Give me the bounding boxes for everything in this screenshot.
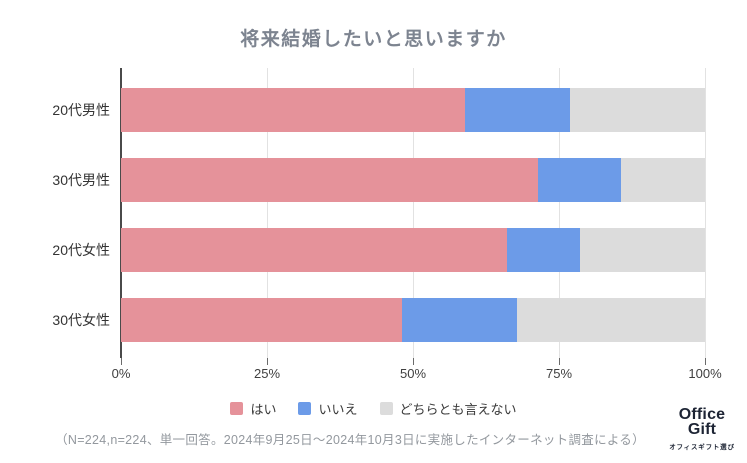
x-tick-label-50%: 50% [399, 366, 427, 381]
legend-item-はい: はい [230, 399, 276, 418]
x-tick-label-25%: 25% [253, 366, 281, 381]
brand-logo: Office Gift オフィスギフト選び [665, 405, 739, 451]
tick-mark-50% [413, 358, 414, 365]
gridline-100% [705, 68, 706, 358]
tick-mark-0% [121, 358, 122, 365]
x-tick-label-100%: 100% [688, 366, 722, 381]
legend-label: いいえ [318, 402, 358, 417]
tick-mark-75% [559, 358, 560, 365]
tick-mark-25% [267, 358, 268, 365]
bar-segment-いいえ [507, 228, 581, 272]
legend-swatch-icon [230, 402, 244, 415]
bar-segment-はい [121, 228, 508, 272]
bar-segment-いいえ [537, 158, 622, 202]
x-tick-label-0%: 0% [111, 366, 131, 381]
category-label-20代男性: 20代男性 [52, 102, 110, 118]
y-axis-line [120, 68, 122, 358]
survey-note: （N=224,n=224、単一回答。2024年9月25日～2024年10月3日に… [55, 433, 645, 447]
y-axis-category-labels: 20代男性 30代男性 20代女性 30代女性 [0, 68, 110, 358]
bar-row-20代男性 [121, 88, 705, 132]
legend-item-いいえ: いいえ [298, 399, 358, 418]
gridline-50% [413, 68, 414, 358]
logo-text-line2: Gift [687, 420, 717, 438]
tick-mark-100% [705, 358, 706, 365]
bar-segment-はい [121, 158, 538, 202]
bar-segment-はい [121, 88, 465, 132]
bar-segment-どちらとも言えない [621, 158, 705, 202]
legend-item-どちらとも言えない: どちらとも言えない [379, 399, 517, 418]
bar-segment-どちらとも言えない [580, 228, 705, 272]
category-label-30代男性: 30代男性 [52, 172, 110, 188]
category-label-20代女性: 20代女性 [52, 242, 110, 258]
category-label-30代女性: 30代女性 [52, 312, 110, 328]
logo-text-line1: Office [678, 405, 726, 423]
gridline-75% [559, 68, 560, 358]
legend-label: はい [250, 402, 277, 417]
bar-segment-いいえ [402, 298, 517, 342]
chart-title: 将来結婚したいと思いますか [240, 29, 507, 50]
bar-row-30代男性 [121, 158, 705, 202]
bar-segment-どちらとも言えない [569, 88, 705, 132]
gridline-25% [267, 68, 268, 358]
bar-segment-いいえ [464, 88, 570, 132]
x-tick-label-75%: 75% [545, 366, 573, 381]
plot-area [120, 68, 706, 365]
legend-label: どちらとも言えない [399, 402, 517, 417]
bar-segment-どちらとも言えない [516, 298, 705, 342]
logo-tagline: オフィスギフト選び [669, 444, 735, 451]
legend-swatch-icon [298, 402, 312, 415]
bar-row-20代女性 [121, 228, 705, 272]
legend: はい いいえ どちらとも言えない [0, 399, 747, 418]
legend-swatch-icon [379, 402, 393, 415]
bar-row-30代女性 [121, 298, 705, 342]
bar-segment-はい [121, 298, 403, 342]
